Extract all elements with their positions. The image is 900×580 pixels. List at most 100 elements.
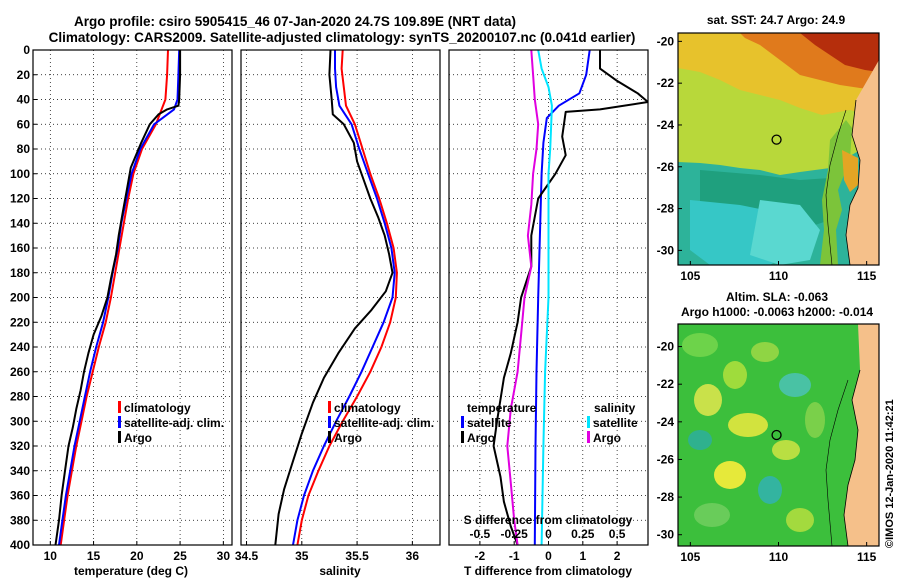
depth-tick-label: 300 <box>10 414 30 428</box>
map-y-tick-label: -22 <box>657 76 675 90</box>
depth-tick-label: 180 <box>10 266 30 280</box>
depth-tick-label: 320 <box>10 439 30 453</box>
x-tick-label: -2 <box>475 549 486 563</box>
depth-tick-label: 340 <box>10 464 30 478</box>
x-tick-label: 35.5 <box>345 549 369 563</box>
legend-label: satellite-adj. clim. <box>334 416 434 430</box>
depth-tick-label: 260 <box>10 365 30 379</box>
map-y-tick-label: -24 <box>657 415 675 429</box>
x-tick-label: 25 <box>173 549 187 563</box>
sla-map-axes: 105 110 115 -20 -22 -24 -26 -28 -30 <box>657 340 877 564</box>
depth-tick-label: 100 <box>10 167 30 181</box>
map-y-tick-label: -24 <box>657 118 675 132</box>
sla-map-title-line-1: Altim. SLA: -0.063 <box>726 290 828 304</box>
argo-position-marker <box>771 429 782 441</box>
sst-map-title: sat. SST: 24.7 Argo: 24.9 <box>707 13 846 27</box>
depth-tick-label: 360 <box>10 489 30 503</box>
legend-title-salinity: salinity <box>594 401 636 415</box>
secondary-x-tick-label: 0.5 <box>609 527 626 541</box>
grid <box>241 49 440 546</box>
legend-swatch-argo <box>328 431 331 443</box>
x-tick-label: 2 <box>614 549 621 563</box>
x-tick-label: 34.5 <box>235 549 259 563</box>
depth-tick-label: 0 <box>23 43 30 57</box>
sla-map <box>678 324 879 546</box>
legend-label: satellite <box>593 416 638 430</box>
map-x-tick-label: 105 <box>680 269 700 283</box>
depth-tick-label: 140 <box>10 216 30 230</box>
grid <box>33 49 232 546</box>
salinity-legend: climatology satellite-adj. clim. Argo <box>328 401 434 445</box>
legend-label: Argo <box>467 431 495 445</box>
depth-tick-label: 80 <box>17 142 31 156</box>
x-tick-label: 36 <box>406 549 420 563</box>
title-line-2: Climatology: CARS2009. Satellite-adjuste… <box>49 30 636 45</box>
series-line <box>506 50 540 545</box>
x-tick-label: 30 <box>217 549 231 563</box>
legend-title-temperature: temperature <box>467 401 537 415</box>
legend-swatch-t-argo <box>461 431 464 443</box>
sla-map-title-line-2: Argo h1000: -0.0063 h2000: -0.014 <box>681 305 873 319</box>
depth-tick-label: 200 <box>10 291 30 305</box>
legend-swatch-t-satellite <box>461 416 464 428</box>
credit-text: ©IMOS 12-Jan-2020 11:42:21 <box>884 399 896 548</box>
legend-swatch-climatology <box>328 401 331 413</box>
map-x-tick-label: 110 <box>769 269 789 283</box>
map-y-tick-label: -20 <box>657 340 675 354</box>
secondary-x-tick-label: -0.25 <box>501 527 529 541</box>
salinity-panel: 34.5 35 35.5 36 <box>235 49 441 563</box>
depth-tick-label: 280 <box>10 390 30 404</box>
temperature-legend: climatology satellite-adj. clim. Argo <box>118 401 224 445</box>
depth-tick-label: 220 <box>10 315 30 329</box>
legend-swatch-s-argo <box>587 431 590 443</box>
sst-map-axes: 105 110 115 -20 -22 -24 -26 -28 -30 <box>657 34 877 283</box>
series-line <box>533 50 591 545</box>
map-y-tick-label: -30 <box>657 243 675 257</box>
x-tick-label: 15 <box>87 549 101 563</box>
depth-tick-label: 120 <box>10 192 30 206</box>
difference-xlabel: T difference from climatology <box>464 564 632 578</box>
map-y-tick-label: -30 <box>657 528 675 542</box>
legend-swatch-climatology <box>118 401 121 413</box>
depth-tick-label: 20 <box>17 68 31 82</box>
plot-frame <box>240 49 441 546</box>
series-group <box>274 50 398 545</box>
series-line <box>296 50 398 545</box>
legend-label: Argo <box>334 431 362 445</box>
legend-swatch-satellite <box>328 416 331 428</box>
depth-tick-label: 240 <box>10 340 30 354</box>
map-x-tick-label: 110 <box>769 550 789 564</box>
legend-label: Argo <box>593 431 621 445</box>
plot-frame <box>32 49 233 546</box>
x-tick-label: 35 <box>295 549 309 563</box>
title-line-1: Argo profile: csiro 5905415_46 07-Jan-20… <box>74 14 516 29</box>
depth-tick-label: 60 <box>17 117 31 131</box>
secondary-x-tick-label: 0.25 <box>571 527 595 541</box>
map-x-tick-label: 115 <box>857 269 877 283</box>
series-line <box>54 50 182 545</box>
series-line <box>59 50 169 545</box>
depth-tick-label: 160 <box>10 241 30 255</box>
map-y-tick-label: -26 <box>657 160 675 174</box>
map-y-tick-label: -20 <box>657 34 675 48</box>
map-x-tick-label: 105 <box>680 550 700 564</box>
temperature-panel: 10 15 20 25 30020406080100120140160180200220… <box>10 43 233 563</box>
map-y-tick-label: -28 <box>657 490 675 504</box>
legend-label: satellite <box>467 416 512 430</box>
depth-tick-label: 40 <box>17 93 31 107</box>
x-tick-label: 10 <box>44 549 58 563</box>
depth-tick-label: 400 <box>10 538 30 552</box>
series-line <box>492 50 648 545</box>
grid <box>449 49 648 546</box>
argo-position-marker <box>771 134 782 145</box>
difference-panel: -2 -1 0 1 2 -0.5 -0.25 0 0.25 0.5 <box>448 49 649 563</box>
legend-label: satellite-adj. clim. <box>124 416 224 430</box>
x-tick-label: 1 <box>579 549 586 563</box>
x-tick-label: 20 <box>130 549 144 563</box>
map-x-tick-label: 115 <box>857 550 877 564</box>
sst-map <box>678 33 879 265</box>
series-group <box>492 50 648 545</box>
x-tick-label: 0 <box>545 549 552 563</box>
series-line <box>292 50 396 545</box>
